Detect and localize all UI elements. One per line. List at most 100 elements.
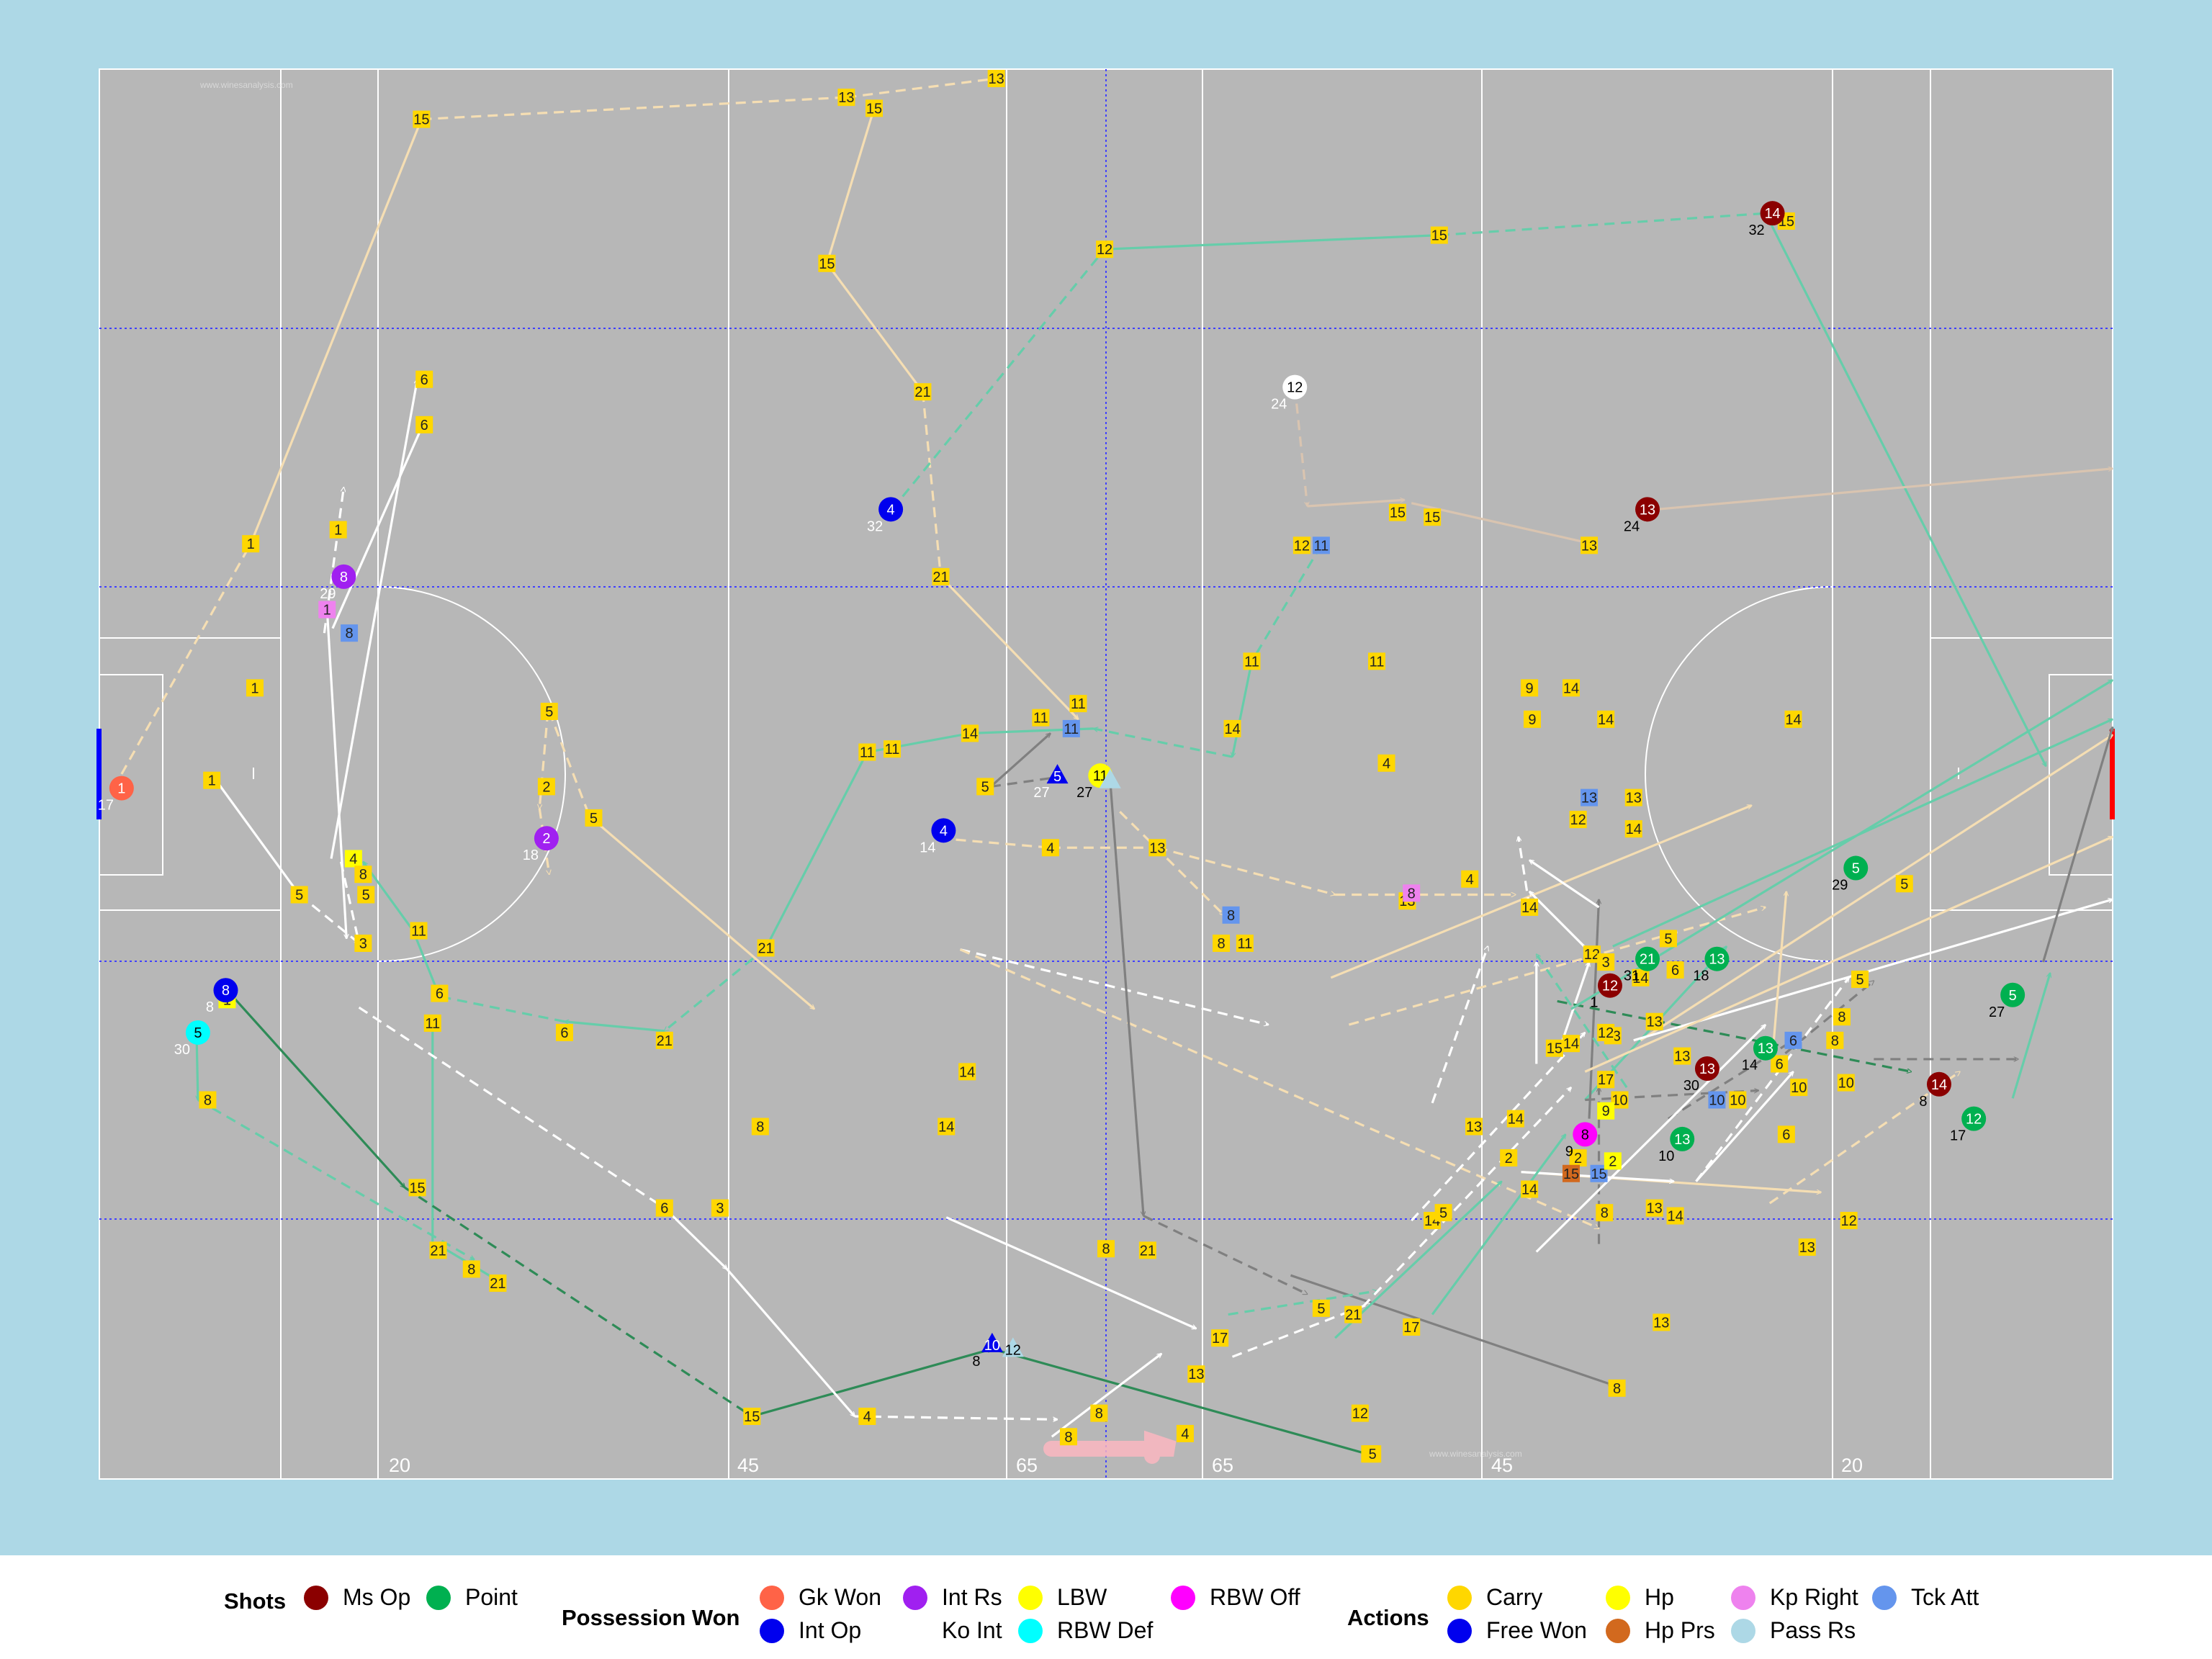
- action-number: 5: [1664, 931, 1672, 947]
- action-marker: 13: [1148, 839, 1166, 857]
- shot-marker-dot: [1670, 1126, 1695, 1151]
- action-number: 5: [295, 888, 303, 904]
- possession-marker: 117: [98, 775, 134, 814]
- action-marker: 6: [655, 1199, 673, 1217]
- action-number: 21: [757, 940, 773, 956]
- shot-marker-time: 18: [1693, 968, 1709, 984]
- event-arrow: [1695, 1071, 1794, 1182]
- free-won-marker: 527: [1033, 764, 1069, 801]
- action-square: [837, 89, 855, 107]
- action-marker: 11: [410, 922, 428, 940]
- action-marker: 6: [415, 415, 433, 433]
- action-number: 8: [1227, 908, 1235, 924]
- free-won-triangle: [1099, 768, 1121, 788]
- right-goal-marker: [2110, 729, 2115, 819]
- action-square: [462, 1260, 480, 1278]
- action-square: [1364, 1445, 1382, 1463]
- event-arrow: [1439, 213, 1767, 237]
- action-number: 21: [932, 570, 948, 585]
- possession-marker: 530: [174, 1020, 210, 1058]
- action-marker: 14: [1597, 710, 1615, 728]
- action-square: [1187, 1365, 1205, 1383]
- action-marker: 9: [1597, 1102, 1615, 1120]
- legend-item-label: Gk Won: [799, 1584, 881, 1610]
- action-square: [818, 254, 836, 272]
- event-arrow: [846, 78, 996, 99]
- action-number: 13: [1188, 1367, 1204, 1382]
- action-number: 10: [1838, 1076, 1854, 1092]
- action-marker: 11: [884, 740, 902, 758]
- action-number: 11: [1370, 654, 1385, 670]
- event-arrow: [992, 1347, 1372, 1455]
- possession-marker-dot: [878, 497, 904, 522]
- action-square: [354, 866, 372, 884]
- action-square: [415, 415, 433, 433]
- action-marker: 14: [1223, 719, 1241, 737]
- distance-label: 65: [1016, 1455, 1038, 1476]
- action-number: 6: [1671, 963, 1679, 979]
- action-square: [431, 984, 449, 1002]
- action-number: 6: [1782, 1127, 1790, 1143]
- legend-item-tck-att: Tck Att: [1872, 1584, 1979, 1611]
- possession-marker-dot: [534, 826, 559, 851]
- possession-marker-dot: [185, 1020, 210, 1045]
- shot-marker-dot: [1635, 497, 1660, 522]
- free-won-number: 10: [984, 1338, 1000, 1354]
- action-square: [743, 1407, 761, 1425]
- action-marker: 14: [1562, 679, 1580, 697]
- action-number: 11: [1237, 936, 1252, 952]
- action-marker: 6: [1666, 961, 1684, 979]
- action-square: [341, 624, 359, 642]
- action-marker: 13: [1645, 1012, 1663, 1030]
- action-marker: 11: [1069, 695, 1087, 713]
- possession-marker-number: 8: [1581, 1127, 1589, 1143]
- action-number: 2: [1574, 1151, 1582, 1166]
- shot-marker-dot: [1704, 946, 1730, 971]
- action-marker: 13: [1581, 788, 1599, 806]
- watermark-top: www.winesanalysis.com: [199, 80, 293, 90]
- action-square: [1673, 1047, 1691, 1065]
- action-number: 5: [1317, 1301, 1325, 1317]
- action-number: 21: [657, 1033, 673, 1049]
- action-marker: 11: [1243, 652, 1261, 670]
- distance-label: 20: [1841, 1455, 1863, 1476]
- legend-swatch-icon: [1018, 1618, 1043, 1643]
- action-square: [1597, 1023, 1615, 1041]
- action-square: [1138, 1241, 1156, 1259]
- action-square: [1292, 536, 1310, 554]
- action-number: 21: [430, 1243, 446, 1259]
- action-number: 5: [1369, 1447, 1377, 1462]
- action-square: [1223, 719, 1241, 737]
- action-square: [1771, 1055, 1789, 1073]
- legend-swatch-icon: [1018, 1585, 1043, 1610]
- legend-item-kp-right: Kp Right: [1731, 1584, 1858, 1611]
- action-number: 10: [1791, 1080, 1807, 1096]
- action-square: [1461, 870, 1479, 888]
- action-marker: 8: [1833, 1008, 1851, 1026]
- action-marker: 12: [1583, 945, 1601, 963]
- action-number: 8: [359, 867, 367, 883]
- action-marker: 11: [1368, 652, 1386, 670]
- action-marker: 13: [837, 89, 855, 107]
- event-arrow: [1764, 212, 2047, 766]
- action-number: 5: [362, 888, 370, 904]
- action-marker: 5: [357, 886, 375, 904]
- action-marker: 17: [1597, 1071, 1615, 1089]
- action-square: [1211, 1329, 1229, 1347]
- action-number: 1: [334, 523, 342, 539]
- action-square: [1645, 1199, 1663, 1217]
- legend-swatch-icon: [1872, 1585, 1897, 1610]
- action-square: [415, 370, 433, 388]
- action-square: [1729, 1091, 1747, 1109]
- action-number: 8: [1095, 1406, 1103, 1422]
- free-won-number: 5: [1053, 769, 1061, 785]
- action-square: [1430, 226, 1448, 244]
- legend-swatch-icon: [903, 1618, 927, 1643]
- event-arrow: [826, 262, 924, 392]
- action-square: [1833, 1008, 1851, 1026]
- legend-item-label: Kp Right: [1770, 1584, 1858, 1610]
- action-number: 1: [251, 680, 258, 696]
- action-square: [1096, 240, 1114, 258]
